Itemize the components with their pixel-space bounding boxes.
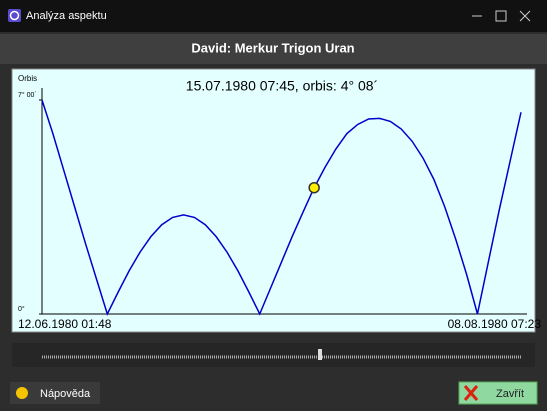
y-tick-label: 7° 00´ <box>18 91 37 99</box>
x-tick-label: 12.06.1980 01:48 <box>18 317 112 331</box>
window-title: Analýza aspektu <box>26 10 107 22</box>
x-tick-label: 08.08.1980 07:23 <box>448 317 542 331</box>
y-tick-label: 0° <box>18 305 25 313</box>
current-point <box>308 181 320 194</box>
chart-title: 15.07.1980 07:45, orbis: 4° 08´ <box>186 78 378 94</box>
help-icon <box>16 387 28 399</box>
help-label: Nápověda <box>40 388 91 400</box>
orbis-line <box>41 99 522 317</box>
slider-thumb[interactable] <box>318 349 322 360</box>
help-button[interactable] <box>10 382 100 404</box>
slider-track <box>12 343 535 367</box>
close-x[interactable] <box>519 10 531 22</box>
close-icon <box>463 385 479 401</box>
y-label: Orbis <box>18 74 37 83</box>
close-label: Zavřít <box>496 388 524 400</box>
header: David: Merkur Trigon Uran <box>191 40 354 55</box>
header-bar <box>0 34 547 64</box>
close-button[interactable] <box>458 381 538 405</box>
maximize[interactable] <box>495 10 507 22</box>
chart-area <box>11 68 536 333</box>
app-icon-glyph <box>9 10 20 21</box>
title-bar <box>0 0 547 32</box>
